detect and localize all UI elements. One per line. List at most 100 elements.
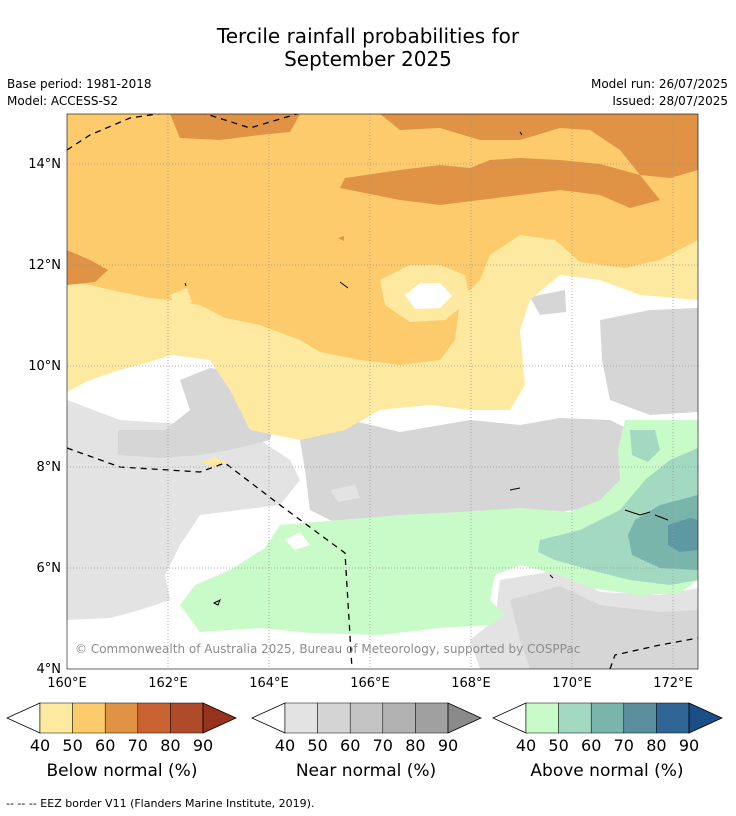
islands [184, 131, 669, 606]
colorbar-arrow-low [492, 702, 527, 734]
lon-label: 168°E [451, 676, 491, 691]
colorbar-tick-label: 80 [160, 736, 180, 755]
island [184, 282, 187, 287]
above-normal-region [180, 420, 698, 635]
lat-label: 6°N [37, 561, 62, 576]
colorbar-arrow-low [251, 702, 286, 734]
model-run: Model run: 26/07/2025 [590, 77, 728, 91]
lat-label: 14°N [28, 157, 61, 172]
near-normal-region [600, 308, 698, 415]
colorbar-swatch [104, 702, 139, 734]
colorbar-arrow-high [202, 702, 237, 734]
near-normal-label: Near normal (%) [295, 761, 437, 781]
colorbar-tick-label: 40 [30, 736, 50, 755]
colorbar-arrow-high [447, 702, 482, 734]
lon-label: 166°E [350, 676, 390, 691]
colorbar-swatch [558, 702, 592, 734]
lon-label: 164°E [249, 676, 289, 691]
eez-border [67, 114, 162, 151]
eez-borders [67, 114, 698, 669]
colorbar-tick-label: 50 [548, 736, 568, 755]
below-normal-region [340, 158, 660, 208]
colorbar-swatch [623, 702, 657, 734]
title-line-2: September 2025 [284, 47, 452, 71]
issued-date: Issued: 28/07/2025 [612, 94, 728, 108]
near-normal-region [330, 485, 360, 502]
colorbar-tick-label: 60 [95, 736, 115, 755]
eez-border [609, 637, 698, 669]
near-normal-region [510, 586, 698, 669]
colorbar-swatch [317, 702, 351, 734]
lat-label: 12°N [28, 258, 61, 273]
below-normal-label: Below normal (%) [46, 761, 198, 781]
eez-border [67, 447, 353, 669]
lon-label: 172°E [653, 676, 693, 691]
near-normal-region [300, 418, 640, 525]
colorbar-swatch [349, 702, 384, 734]
colorbar-swatch [137, 702, 171, 734]
title-line-1: Tercile rainfall probabilities for [216, 24, 520, 48]
below-normal-region [338, 236, 344, 241]
island [624, 509, 651, 516]
eez-footnote: -- -- -- EEZ border V11 (Flanders Marine… [6, 797, 315, 810]
below-normal-region [405, 283, 452, 309]
colorbar-tick-label: 50 [307, 736, 327, 755]
island [509, 487, 521, 491]
colorbar: 40 50 60 70 80 90 [6, 702, 237, 755]
colorbar-swatch [590, 702, 625, 734]
colorbar-swatch [382, 702, 416, 734]
colorbar-tick-label: 90 [438, 736, 458, 755]
lat-label: 4°N [37, 662, 62, 677]
above-normal-label: Above normal (%) [530, 761, 684, 781]
below-normal-region [170, 288, 192, 306]
island [549, 574, 554, 579]
colorbar-tick-label: 90 [679, 736, 699, 755]
probability-map: © Commonwealth of Australia 2025, Bureau… [67, 114, 698, 669]
island [212, 598, 221, 606]
colorbar-tick-label: 80 [646, 736, 666, 755]
above-normal-region [285, 532, 310, 550]
base-period: Base period: 1981-2018 [7, 77, 152, 91]
colorbar-tick-label: 40 [516, 736, 536, 755]
island [519, 131, 523, 136]
colorbar-swatch [39, 702, 73, 734]
colorbar-tick-label: 70 [128, 736, 148, 755]
below-normal-region [380, 114, 698, 178]
colorbar-tick-label: 90 [193, 736, 213, 755]
copyright-text: © Commonwealth of Australia 2025, Bureau… [75, 642, 580, 656]
island [339, 281, 349, 289]
lat-label: 10°N [28, 359, 61, 374]
plot-frame [66, 113, 699, 670]
lon-label: 162°E [148, 676, 188, 691]
above-normal-region [630, 430, 660, 462]
graticule [67, 114, 698, 669]
lon-label: 170°E [552, 676, 592, 691]
colorbar-swatch [415, 702, 449, 734]
colorbar: 40 50 60 70 80 90 [251, 702, 482, 755]
lon-label: 160°E [47, 676, 87, 691]
colorbar-tick-label: 40 [275, 736, 295, 755]
below-normal-region [67, 250, 108, 285]
lat-label: 8°N [37, 460, 62, 475]
model-name: Model: ACCESS-S2 [7, 94, 119, 108]
island [654, 514, 669, 521]
colorbar-arrow-high [688, 702, 723, 734]
colorbar-tick-label: 70 [614, 736, 634, 755]
colorbar-swatch [656, 702, 690, 734]
colorbar-tick-label: 80 [405, 736, 425, 755]
colorbar-tick-label: 50 [62, 736, 82, 755]
colorbar-legends: 40 50 60 70 80 90 40 50 60 70 80 90 40 50 60 70 80 90 [6, 702, 723, 755]
above-normal-region [668, 518, 698, 552]
colorbar-tick-label: 60 [581, 736, 601, 755]
colorbar-tick-label: 70 [373, 736, 393, 755]
near-normal-region [530, 290, 566, 315]
colorbar-swatch [72, 702, 106, 734]
colorbar-arrow-low [6, 702, 41, 734]
colorbar: 40 50 60 70 80 90 [492, 702, 723, 755]
colorbar-swatch [525, 702, 559, 734]
below-normal-region [170, 114, 300, 140]
colorbar-swatch [170, 702, 204, 734]
colorbar-swatch [284, 702, 318, 734]
colorbar-tick-label: 60 [340, 736, 360, 755]
